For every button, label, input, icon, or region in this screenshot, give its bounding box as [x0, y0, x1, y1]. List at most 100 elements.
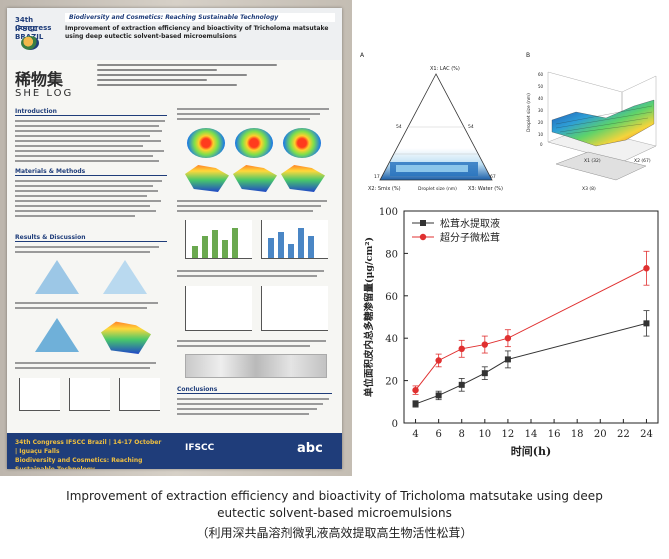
- ternary-thumbnail: [35, 260, 79, 294]
- surface-z-tick: 10: [538, 132, 544, 137]
- mini-line-chart: [185, 286, 252, 331]
- ternary-and-surface-figure: A B X1: LAC (%) X2: Smix (%) X3: Water (…: [358, 50, 669, 198]
- y-tick-label: 40: [385, 334, 398, 345]
- mini-line-chart: [69, 378, 110, 411]
- series-line: [415, 322, 647, 405]
- legend-marker: [419, 233, 427, 241]
- conclusions-text: [177, 398, 332, 418]
- conference-logo-line1: 34th Congress: [15, 16, 52, 32]
- right-column-text-2: [177, 200, 332, 215]
- section-results-discussion: Results & Discussion: [15, 234, 167, 242]
- surface-z-tick: 30: [538, 108, 544, 113]
- footer-line2: Biodiversity and Cosmetics: Reaching Sus…: [15, 457, 143, 469]
- data-point: [435, 357, 442, 364]
- poster-photo: 34th Congress IFSCC BRAZIL Biodiversity …: [0, 0, 352, 476]
- data-point: [643, 265, 650, 272]
- x-tick-label: 22: [617, 429, 630, 440]
- poster-footer: 34th Congress IFSCC Brazil | 14-17 Octob…: [7, 433, 342, 469]
- ternary-tick: 54: [396, 124, 402, 130]
- surface-z-tick: 50: [538, 84, 544, 89]
- ternary-thumbnail: [35, 318, 79, 352]
- mini-line-chart: [19, 378, 60, 411]
- section-introduction: Introduction: [15, 108, 167, 116]
- ifscc-conference-logo: 34th Congress IFSCC BRAZIL: [13, 14, 53, 54]
- caption-chinese: （利用深共晶溶剂微乳液高效提取高生物活性松茸）: [196, 526, 473, 540]
- right-column-text-3: [177, 270, 332, 280]
- panel-b-label: B: [526, 52, 531, 59]
- ternary-tick: 54: [468, 124, 474, 130]
- data-point: [481, 341, 489, 348]
- scientific-poster: 34th Congress IFSCC BRAZIL Biodiversity …: [7, 8, 342, 469]
- y-axis-label: 单位面积皮内总多糖渗留量(μg/cm²): [363, 237, 375, 397]
- surface-z-tick: 20: [538, 120, 544, 125]
- right-column-text: [177, 108, 332, 123]
- she-log-logo: 稀物集 SHE LOG: [15, 72, 85, 102]
- x-tick-label: 8: [459, 429, 465, 440]
- x-tick-label: 20: [594, 429, 607, 440]
- methods-text: [15, 180, 165, 220]
- y-tick-label: 20: [385, 377, 398, 388]
- caption-english-line2: eutectic solvent-based microemulsions: [217, 506, 452, 520]
- right-column-text-4: [177, 340, 332, 350]
- legend-label: 超分子微松茸: [440, 231, 500, 244]
- brand-english: SHE LOG: [15, 88, 74, 99]
- footer-ifscc-logo: IFSCC: [185, 443, 215, 453]
- data-point: [458, 381, 465, 388]
- poster-banner: Biodiversity and Cosmetics: Reaching Sus…: [65, 13, 335, 22]
- ternary-tick: 67: [490, 174, 496, 180]
- x-tick-label: 16: [548, 429, 561, 440]
- projection-plane: [555, 151, 647, 181]
- data-point: [643, 320, 650, 327]
- x-tick-label: 24: [640, 429, 653, 440]
- y-tick-label: 100: [379, 207, 398, 218]
- ternary-thumbnail: [103, 260, 147, 294]
- surface-z-tick: 40: [538, 96, 544, 101]
- poster-title: Improvement of extraction efficiency and…: [65, 25, 329, 40]
- surface-axis-x2: X2 (67): [634, 158, 651, 164]
- legend-label: 松茸水提取液: [440, 217, 500, 230]
- ternary-tick: 17: [374, 174, 380, 180]
- contour-plot: [187, 128, 225, 158]
- x-axis-label: 时间(h): [511, 444, 551, 458]
- data-point: [504, 335, 512, 342]
- panel-a-label: A: [360, 52, 365, 59]
- permeation-line-chart: 0 20 40 60 80 100 4 6 8 10 12 14 16 18 20 22 24 时间(h) 单位面积…: [363, 207, 659, 458]
- author-list: [97, 64, 297, 94]
- x-tick-label: 4: [412, 429, 418, 440]
- section-conclusions: Conclusions: [177, 386, 332, 394]
- x-tick-label: 12: [502, 429, 515, 440]
- results-text-2: [15, 302, 165, 312]
- y-tick-label: 80: [385, 249, 398, 260]
- x-tick-label: 18: [571, 429, 584, 440]
- surface-plot: [281, 165, 325, 192]
- legend-marker: [420, 220, 426, 226]
- vertex-label-right: X3: Water (%): [468, 186, 503, 192]
- series-line: [415, 267, 647, 391]
- results-text-3: [15, 362, 165, 372]
- introduction-text: [15, 120, 165, 165]
- caption-english: Improvement of extraction efficiency and…: [0, 488, 669, 522]
- surface-plot: [185, 165, 229, 192]
- data-point: [504, 356, 511, 363]
- data-point: [412, 400, 419, 407]
- mini-line-chart: [261, 286, 328, 331]
- x-tick-label: 14: [525, 429, 538, 440]
- permeation-chart-card: 0 20 40 60 80 100 4 6 8 10 12 14 16 18 20 22 24 时间(h) 单位面积…: [358, 199, 669, 476]
- y-tick-label: 0: [392, 419, 398, 430]
- surface-axis-x3: X3 (8): [582, 186, 596, 192]
- vertex-label-left: X2: Smix (%): [368, 186, 401, 192]
- data-point: [458, 345, 465, 352]
- response-surface-3d: Droplet size (nm) 60 50 40 30 20 10 0 X1…: [526, 71, 657, 192]
- mini-bar-chart: [185, 220, 252, 259]
- micrograph-strip: [185, 354, 327, 378]
- caption-english-line1: Improvement of extraction efficiency and…: [66, 489, 603, 503]
- data-point: [435, 392, 442, 399]
- contour-plot: [283, 128, 321, 158]
- footer-text: 34th Congress IFSCC Brazil | 14-17 Octob…: [15, 438, 165, 469]
- poster-header: 34th Congress IFSCC BRAZIL Biodiversity …: [7, 8, 342, 60]
- surface-zlabel: Droplet size (nm): [526, 93, 532, 132]
- results-text: [15, 246, 165, 256]
- data-point: [412, 386, 419, 394]
- brand-chinese: 稀物集: [15, 70, 64, 89]
- surface-axis-x1: X1 (32): [584, 158, 601, 164]
